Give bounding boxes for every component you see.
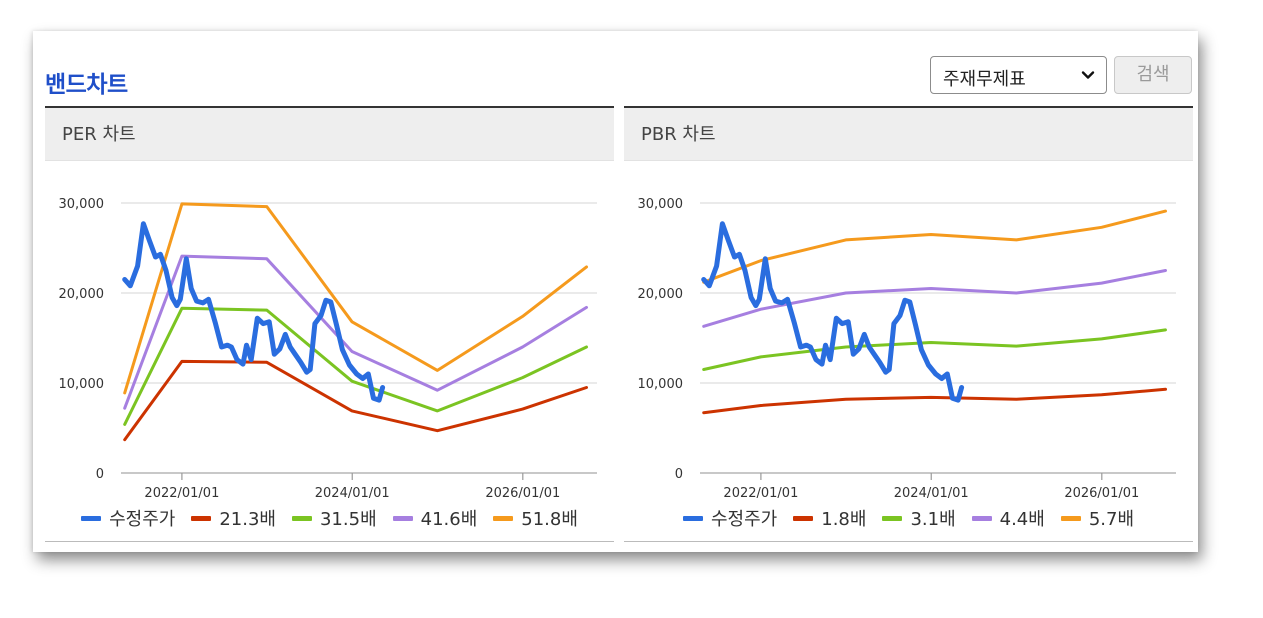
x-tick-label: 2026/01/01: [1064, 486, 1139, 501]
legend-item[interactable]: 수정주가: [683, 505, 777, 531]
legend-item[interactable]: 41.6배: [392, 505, 478, 531]
legend-item[interactable]: 51.8배: [493, 505, 578, 531]
legend-swatch: [882, 515, 903, 521]
x-tick-label: 2022/01/01: [723, 486, 798, 501]
series-line-3: [702, 269, 1167, 328]
legend-swatch: [291, 515, 312, 521]
series-line-4: [123, 202, 588, 395]
y-tick-label: 20,000: [59, 287, 105, 302]
series-line-0: [701, 221, 965, 403]
y-tick-label: 10,000: [59, 377, 105, 392]
pbr-chart: 0 10,000 20,000 30,000 2022/01/01 2024/01/01 2…: [638, 197, 1176, 501]
legend-item[interactable]: 5.7배: [1060, 505, 1134, 531]
x-tick-label: 2022/01/01: [144, 486, 219, 501]
legend-item[interactable]: 4.4배: [971, 505, 1045, 531]
per-chart-panel: PER 차트 0 10,000 20,000 30,000 2022/01/01 2024…: [45, 106, 614, 542]
series-line-2: [702, 328, 1167, 371]
per-chart-title: PER 차트: [45, 108, 614, 161]
statement-type-value: 주재무제표: [943, 69, 1026, 90]
series-line-1: [702, 387, 1167, 415]
y-tick-label: 30,000: [638, 197, 684, 212]
legend-label: 수정주가: [711, 509, 778, 530]
legend-swatch: [493, 515, 514, 521]
pbr-chart-legend: 수정주가 1.8배 3.1배 4.4배 5.7배: [624, 505, 1193, 531]
legend-label: 51.8배: [521, 509, 578, 530]
legend-item[interactable]: 1.8배: [793, 505, 866, 531]
legend-label: 31.5배: [319, 509, 377, 530]
y-tick-label: 30,000: [59, 197, 105, 212]
legend-swatch: [971, 515, 992, 521]
y-tick-label: 20,000: [638, 287, 684, 302]
legend-swatch: [793, 515, 814, 521]
legend-item[interactable]: 3.1배: [882, 505, 956, 531]
series-line-0: [122, 221, 386, 403]
pbr-chart-panel: PBR 차트 0 10,000 20,000 30,000 2022/01/01 2024…: [624, 106, 1193, 542]
legend-item[interactable]: 수정주가: [81, 505, 175, 531]
chevron-down-icon: [1081, 71, 1095, 79]
legend-swatch: [191, 515, 212, 521]
legend-label: 41.6배: [420, 509, 478, 530]
statement-type-select[interactable]: 주재무제표: [930, 56, 1107, 94]
x-tick-label: 2026/01/01: [485, 486, 560, 501]
legend-label: 5.7배: [1088, 509, 1134, 530]
band-chart-card: 밴드차트 주재무제표 검색 PER 차트 0 10,000 20,000 30,000…: [33, 31, 1198, 552]
legend-label: 1.8배: [821, 509, 867, 530]
legend-item[interactable]: 21.3배: [191, 505, 276, 531]
series-line-1: [123, 359, 588, 442]
legend-label: 4.4배: [999, 509, 1045, 530]
legend-label: 21.3배: [219, 509, 276, 530]
pbr-chart-title: PBR 차트: [624, 108, 1193, 161]
series-line-4: [702, 209, 1167, 284]
legend-swatch: [1060, 515, 1081, 521]
series-line-3: [123, 254, 588, 410]
y-tick-label: 10,000: [638, 377, 684, 392]
series-line-2: [123, 306, 588, 426]
legend-item[interactable]: 31.5배: [291, 505, 377, 531]
legend-swatch: [81, 515, 102, 521]
legend-label: 수정주가: [109, 509, 176, 530]
legend-label: 3.1배: [910, 509, 956, 530]
x-tick-label: 2024/01/01: [894, 486, 969, 501]
x-tick-label: 2024/01/01: [315, 486, 390, 501]
per-chart: 0 10,000 20,000 30,000 2022/01/01 2024/01/01 2…: [59, 197, 597, 501]
search-button[interactable]: 검색: [1114, 56, 1192, 94]
per-chart-legend: 수정주가 21.3배 31.5배 41.6배 51.8배: [45, 505, 614, 531]
y-tick-label: 0: [675, 467, 683, 482]
page-title: 밴드차트: [45, 72, 128, 98]
legend-swatch: [392, 515, 413, 521]
legend-swatch: [683, 515, 703, 521]
y-tick-label: 0: [96, 467, 104, 482]
